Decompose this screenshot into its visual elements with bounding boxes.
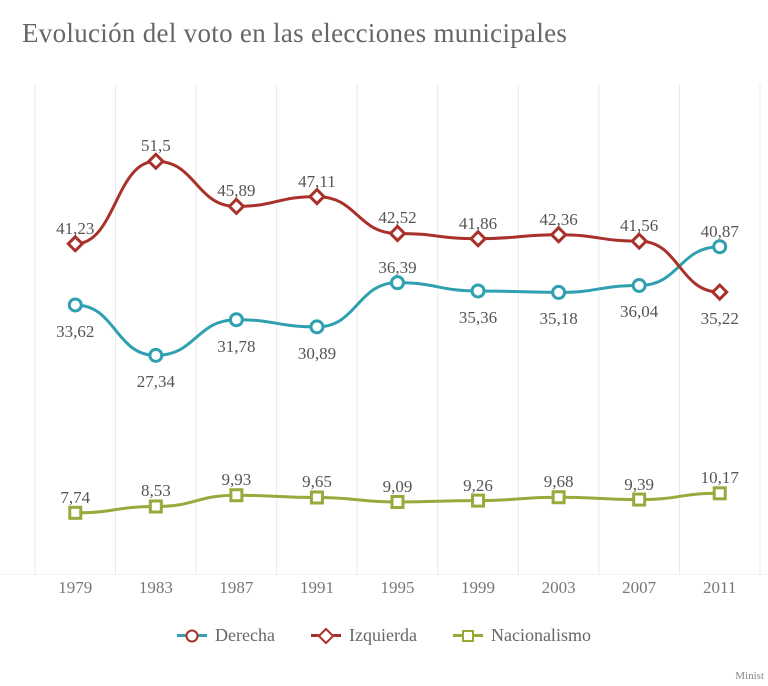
data-point-label: 35,18 (539, 309, 577, 329)
legend-label: Derecha (215, 625, 275, 646)
data-point-label: 31,78 (217, 337, 255, 357)
x-axis-tick-label: 1999 (461, 578, 495, 598)
x-axis-labels: 1979 1983 1987 1991 1995 1999 2003 2007 2011 (0, 578, 768, 608)
legend-label: Nacionalismo (491, 625, 591, 646)
data-point-label: 9,93 (222, 470, 252, 490)
data-point-label: 41,86 (459, 214, 497, 234)
legend-marker-icon (177, 634, 207, 637)
x-axis-tick-label: 2003 (542, 578, 576, 598)
data-point-label: 9,68 (544, 472, 574, 492)
data-point-label: 42,36 (539, 210, 577, 230)
data-point-label: 9,09 (383, 477, 413, 497)
data-point-label: 9,65 (302, 472, 332, 492)
data-point-label: 35,22 (701, 309, 739, 329)
data-point-label: 41,23 (56, 219, 94, 239)
chart-title: Evolución del voto en las elecciones mun… (0, 0, 768, 49)
data-point-label: 47,11 (298, 172, 336, 192)
source-label: Minist (735, 670, 764, 682)
data-point-label: 7,74 (60, 488, 90, 508)
x-axis-tick-label: 1987 (219, 578, 253, 598)
legend-item: Nacionalismo (453, 625, 591, 646)
legend-marker-icon (453, 634, 483, 637)
x-axis-tick-label: 2011 (703, 578, 736, 598)
x-axis-tick-label: 2007 (622, 578, 656, 598)
data-point-label: 27,34 (137, 372, 175, 392)
x-axis-tick-label: 1983 (139, 578, 173, 598)
legend-item: Izquierda (311, 625, 417, 646)
data-point-label: 40,87 (701, 222, 739, 242)
data-point-label: 33,62 (56, 322, 94, 342)
x-axis-tick-label: 1979 (58, 578, 92, 598)
data-point-label: 30,89 (298, 344, 336, 364)
data-point-label: 51,5 (141, 136, 171, 156)
data-point-label: 35,36 (459, 308, 497, 328)
data-point-label: 41,56 (620, 216, 658, 236)
chart-svg (0, 85, 768, 575)
legend-marker-icon (311, 634, 341, 637)
data-point-label: 9,26 (463, 476, 493, 496)
data-point-label: 45,89 (217, 181, 255, 201)
data-point-label: 9,39 (624, 475, 654, 495)
legend-item: Derecha (177, 625, 275, 646)
data-point-label: 8,53 (141, 481, 171, 501)
data-point-label: 42,52 (378, 208, 416, 228)
data-point-label: 10,17 (701, 468, 739, 488)
data-point-label: 36,04 (620, 302, 658, 322)
legend-label: Izquierda (349, 625, 417, 646)
x-axis-tick-label: 1995 (381, 578, 415, 598)
legend: Derecha Izquierda Nacionalismo (0, 624, 768, 646)
chart-plot-area: 33,62 27,34 31,78 30,89 36,39 35,36 35,18 36,04… (0, 85, 768, 575)
data-point-label: 36,39 (378, 258, 416, 278)
x-axis-tick-label: 1991 (300, 578, 334, 598)
